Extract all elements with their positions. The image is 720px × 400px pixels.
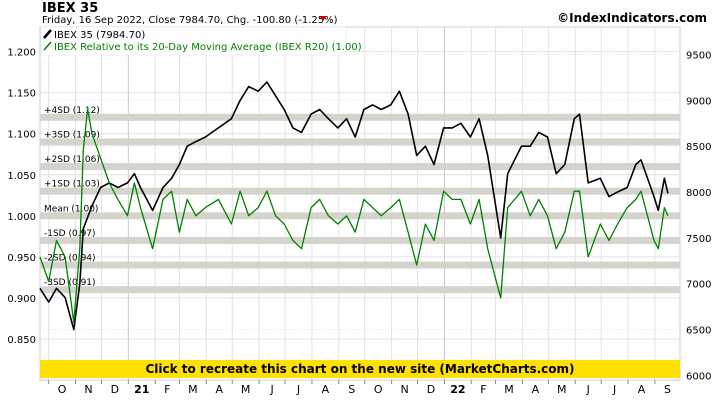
sd-band [40,236,680,244]
banner-background[interactable] [40,360,680,378]
axes: 0.850 0.900 0.950 1.000 1.050 1.100 1.150 1.200… [7,48,711,396]
right-tick-label: 9500 [686,51,711,62]
right-tick-label: 7500 [686,234,711,245]
sd-band-label: +4SD (1.12) [44,106,100,116]
x-tick-label: J [296,383,300,396]
left-tick-label: 0.950 [7,253,36,264]
plot-area [39,26,681,381]
down-arrow-icon [319,16,327,21]
x-tick-label: 22 [450,383,465,396]
sd-band-label: -1SD (0.97) [44,229,96,239]
x-tick-label: 21 [134,383,149,396]
price-line [39,81,669,331]
sd-band-label: +1SD (1.03) [44,180,100,190]
ratio-line [39,108,669,324]
sd-band-label: Mean (1.00) [44,204,98,214]
x-tick-label: M [188,383,198,396]
left-tick-label: 1.100 [7,130,36,141]
sd-band [40,187,680,195]
plot-background [39,26,681,381]
sd-band-label: -2SD (0.94) [44,254,96,264]
left-tick-label: 0.850 [7,335,36,346]
sd-band [40,138,680,146]
x-tick-label: D [427,383,435,396]
x-tick-label: S [348,383,355,396]
recreate-banner[interactable]: Click to recreate this chart on the new … [40,360,680,378]
left-tick-label: 1.000 [7,212,36,223]
legend: IBEX 35 (7984.70) IBEX Relative to its 2… [40,26,362,56]
right-tick-label: 6000 [686,371,711,382]
left-tick-label: 0.900 [7,294,36,305]
x-tick-label: A [216,383,224,396]
right-tick-label: 6500 [686,326,711,337]
x-tick-label: A [638,383,646,396]
x-tick-label: A [322,383,330,396]
sd-band [40,261,680,269]
x-tick-label: N [84,383,92,396]
sd-band [40,113,680,121]
banner-text[interactable]: Click to recreate this chart on the new … [145,362,574,376]
right-tick-label: 7000 [686,280,711,291]
right-tick-label: 8000 [686,188,711,199]
x-tick-label: F [480,383,486,396]
left-tick-label: 1.150 [7,89,36,100]
x-tick-label: N [400,383,408,396]
series-layer [39,81,669,331]
x-tick-label: D [111,383,119,396]
x-tick-label: S [664,383,671,396]
x-tick-label: O [58,383,67,396]
right-tick-label: 8500 [686,142,711,153]
sd-band-label: +2SD (1.06) [44,155,100,165]
sd-band [40,286,680,294]
chart-subtitle: Friday, 16 Sep 2022, Close 7984.70, Chg.… [42,15,338,26]
site-credit: ©IndexIndicators.com [557,11,707,25]
chart-title: IBEX 35 [42,1,98,16]
x-tick-label: J [269,383,273,396]
x-tick-label: M [241,383,251,396]
ratio-legend-swatch [43,41,52,51]
left-tick-label: 1.200 [7,48,36,59]
price-legend-swatch [43,29,52,39]
x-tick-label: F [164,383,170,396]
price-legend-label: IBEX 35 (7984.70) [54,30,145,41]
x-tick-label: M [557,383,567,396]
sd-band [40,163,680,171]
x-tick-label: O [374,383,383,396]
x-tick-label: M [504,383,514,396]
sd-band-label: -3SD (0.91) [44,278,96,288]
ratio-legend-label: IBEX Relative to its 20-Day Moving Avera… [54,42,362,53]
x-tick-label: J [586,383,590,396]
right-tick-label: 9000 [686,96,711,107]
x-tick-label: J [612,383,616,396]
left-tick-label: 1.050 [7,171,36,182]
x-tick-label: A [532,383,540,396]
sd-band-label: +3SD (1.09) [44,130,100,140]
